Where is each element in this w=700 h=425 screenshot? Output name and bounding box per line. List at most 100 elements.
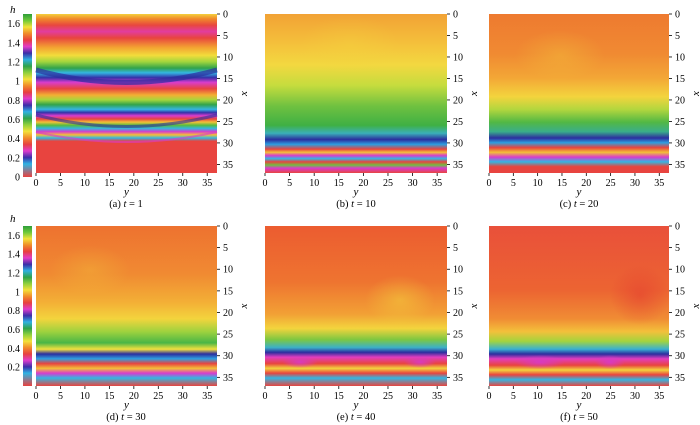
x-axis-label: x: [468, 91, 480, 97]
y-axis-label: y: [353, 399, 359, 411]
x-tick-label: 10: [675, 265, 685, 276]
y-tick-label: 10: [309, 391, 319, 402]
y-axis-label: y: [353, 186, 359, 198]
x-tick-label: 25: [675, 117, 685, 128]
y-tick-label: 0: [263, 178, 268, 189]
y-tick-label: 20: [581, 391, 591, 402]
colorbar-tick-label: 0.6: [8, 115, 21, 126]
y-tick-label: 25: [153, 178, 163, 189]
x-tick-label: 25: [453, 117, 463, 128]
panel-d-blob: [50, 245, 130, 295]
y-tick-label: 30: [408, 178, 418, 189]
y-tick-label: 5: [511, 391, 516, 402]
y-axis-label: y: [123, 399, 129, 411]
x-tick-label: 35: [453, 373, 463, 384]
panel-d: [36, 226, 217, 386]
x-tick-label: 15: [453, 286, 463, 297]
axis-ticks: 0 5 10 15 20 25 30 35 x 0 5 10 15 20 25 30 35 y 0 5 10 15 20 25…: [34, 10, 700, 412]
x-tick-label: 5: [223, 243, 228, 254]
colorbar-tick-label: 1.4: [8, 250, 21, 261]
y-tick-label: 15: [557, 391, 567, 402]
x-tick-label: 35: [223, 373, 233, 384]
x-tick-label: 35: [675, 160, 685, 171]
y-tick-label: 0: [34, 391, 39, 402]
panel-a-wave-1: [35, 67, 218, 85]
y-tick-label: 20: [581, 178, 591, 189]
x-tick-label: 10: [223, 265, 233, 276]
y-tick-label: 0: [487, 391, 492, 402]
x-axis-label: x: [468, 303, 480, 309]
y-tick-label: 5: [58, 391, 63, 402]
x-tick-label: 30: [223, 138, 233, 149]
x-tick-label: 0: [675, 222, 680, 233]
y-tick-label: 35: [432, 178, 442, 189]
panel-f-blob-1: [610, 265, 670, 325]
colorbar-bottom-label: h: [10, 213, 16, 225]
y-tick-label: 10: [309, 178, 319, 189]
x-tick-label: 10: [675, 52, 685, 63]
colorbar-top: h 1.6 1.4 1.2 1 0.8 0.6 0.4 0.2 0: [8, 4, 32, 184]
y-tick-label: 5: [287, 391, 292, 402]
x-tick-label: 0: [223, 222, 228, 233]
colorbar-tick-label: 0.6: [8, 325, 21, 336]
x-tick-label: 20: [675, 308, 685, 319]
y-tick-label: 20: [358, 391, 368, 402]
panel-a-wave-3: [35, 131, 218, 143]
y-tick-label: 20: [358, 178, 368, 189]
x-axis-label: x: [690, 91, 700, 97]
y-tick-label: 5: [287, 178, 292, 189]
x-tick-label: 20: [223, 95, 233, 106]
colorbar-tick-label: 1.6: [8, 19, 21, 30]
panel-a: [35, 14, 218, 173]
panel-e-blob-2: [282, 356, 318, 368]
y-tick-label: 15: [104, 391, 114, 402]
y-tick-label: 30: [630, 178, 640, 189]
x-tick-label: 0: [675, 10, 680, 21]
panel-b-axes: 0 5 10 15 20 25 30 35 x 0 5 10 15 20 25 30 35 y: [263, 10, 481, 199]
colorbar-tick-label: 0.4: [8, 134, 21, 145]
colorbar-tick-label: 0.4: [8, 344, 21, 355]
panel-f-blob-2: [515, 355, 565, 369]
x-tick-label: 25: [453, 330, 463, 341]
colorbar-tick-label: 1.4: [8, 38, 21, 49]
panel-c-axes: 0 5 10 15 20 25 30 35 x 0 5 10 15 20 25 30 35 y: [487, 10, 700, 199]
colorbar-top-ticks: 1.6 1.4 1.2 1 0.8 0.6 0.4 0.2 0: [8, 19, 21, 183]
y-tick-label: 35: [202, 391, 212, 402]
y-tick-label: 10: [533, 178, 543, 189]
x-tick-label: 20: [453, 95, 463, 106]
x-tick-label: 25: [223, 117, 233, 128]
y-tick-label: 15: [557, 178, 567, 189]
y-tick-label: 30: [178, 391, 188, 402]
y-tick-label: 15: [334, 391, 344, 402]
panel-e-axes: 0 5 10 15 20 25 30 35 x 0 5 10 15 20 25 30 35 y: [263, 222, 481, 412]
x-tick-label: 35: [453, 160, 463, 171]
captions: (a) t = 1 (b) t = 10 (c) t = 20 (d) t = …: [106, 199, 598, 423]
x-tick-label: 20: [223, 308, 233, 319]
x-tick-label: 15: [675, 286, 685, 297]
y-tick-label: 35: [202, 178, 212, 189]
x-tick-label: 30: [675, 351, 685, 362]
x-tick-label: 30: [675, 138, 685, 149]
x-tick-label: 25: [223, 330, 233, 341]
x-tick-label: 20: [453, 308, 463, 319]
caption-d: (d) t = 30: [106, 412, 145, 423]
x-tick-label: 5: [453, 243, 458, 254]
colorbar-bottom-ticks: 1.6 1.4 1.2 1 0.8 0.6 0.4 0.2: [8, 231, 21, 374]
x-tick-label: 15: [223, 286, 233, 297]
panel-d-heatmap: [36, 226, 217, 386]
panel-b: [265, 14, 447, 173]
colorbar-bottom-bar: [23, 226, 32, 386]
panel-e-blob-1: [365, 275, 435, 325]
x-tick-label: 5: [453, 31, 458, 42]
x-tick-label: 30: [453, 138, 463, 149]
x-axis-label: x: [238, 91, 250, 97]
y-tick-label: 30: [178, 178, 188, 189]
colorbar-bottom: h 1.6 1.4 1.2 1 0.8 0.6 0.4 0.2: [8, 213, 32, 386]
y-tick-label: 25: [383, 178, 393, 189]
y-tick-label: 35: [654, 391, 664, 402]
panel-f-blob-3: [595, 355, 625, 369]
x-axis-label: x: [690, 303, 700, 309]
y-tick-label: 5: [511, 178, 516, 189]
panel-f-axes: 0 5 10 15 20 25 30 35 x 0 5 10 15 20 25 30 35 y: [487, 222, 700, 412]
colorbar-tick-label: 0.8: [8, 306, 21, 317]
